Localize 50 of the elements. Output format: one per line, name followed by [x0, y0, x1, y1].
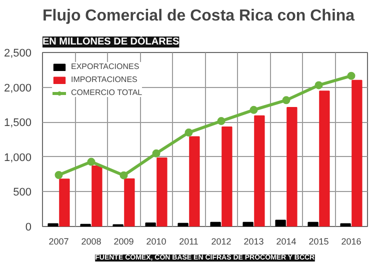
x-tick-label: 2015 — [308, 236, 329, 246]
point — [184, 128, 193, 137]
point — [282, 96, 290, 104]
bar — [286, 106, 298, 226]
y-tick-label: 0 — [25, 222, 32, 234]
x-tick-label: 2007 — [48, 236, 69, 246]
point — [152, 149, 160, 158]
bar — [92, 165, 102, 226]
bar — [275, 220, 286, 226]
bar — [308, 222, 318, 226]
bar — [48, 223, 58, 226]
legend-label: IMPORTACIONES — [71, 75, 138, 84]
x-tick-label: 2011 — [179, 236, 198, 246]
x-tick-label: 2010 — [146, 236, 166, 246]
x-tick-label: 2016 — [341, 236, 362, 246]
bar — [222, 126, 232, 226]
point — [87, 158, 96, 166]
x-tick-label: 2012 — [211, 236, 232, 246]
bar — [178, 222, 188, 226]
bar — [124, 178, 135, 226]
x-tick-label: 2009 — [114, 236, 134, 246]
legend-label: EXPORTACIONES — [71, 62, 140, 71]
point — [217, 117, 226, 126]
bar — [352, 80, 362, 226]
y-tick-label: 2,000 — [4, 82, 32, 94]
y-tick-label: 2,500 — [4, 48, 32, 60]
chart-subtitle: EN MILLONES DE DÓLARES — [42, 36, 180, 48]
y-tick-label: 500 — [13, 186, 32, 199]
x-tick-label: 2014 — [276, 236, 296, 246]
x-tick-label: 2008 — [81, 236, 102, 246]
bar — [210, 222, 221, 226]
point — [347, 72, 356, 80]
point — [314, 81, 323, 90]
bar — [340, 223, 351, 226]
point — [120, 171, 128, 180]
bar — [242, 222, 254, 226]
bar — [319, 90, 330, 226]
bar — [80, 224, 91, 226]
bar — [189, 136, 200, 226]
legend-label: COMERCIO TOTAL — [71, 88, 142, 97]
y-tick-label: 1,500 — [4, 117, 32, 130]
bar — [59, 178, 70, 226]
y-tick-label: 1,000 — [4, 152, 32, 164]
bar — [254, 115, 265, 226]
bar — [156, 157, 168, 226]
bar — [145, 222, 156, 226]
point — [250, 106, 258, 114]
x-tick-label: 2013 — [244, 236, 264, 246]
point — [54, 171, 63, 179]
chart-title: Flujo Comercial de Costa Rica con China — [42, 8, 355, 24]
